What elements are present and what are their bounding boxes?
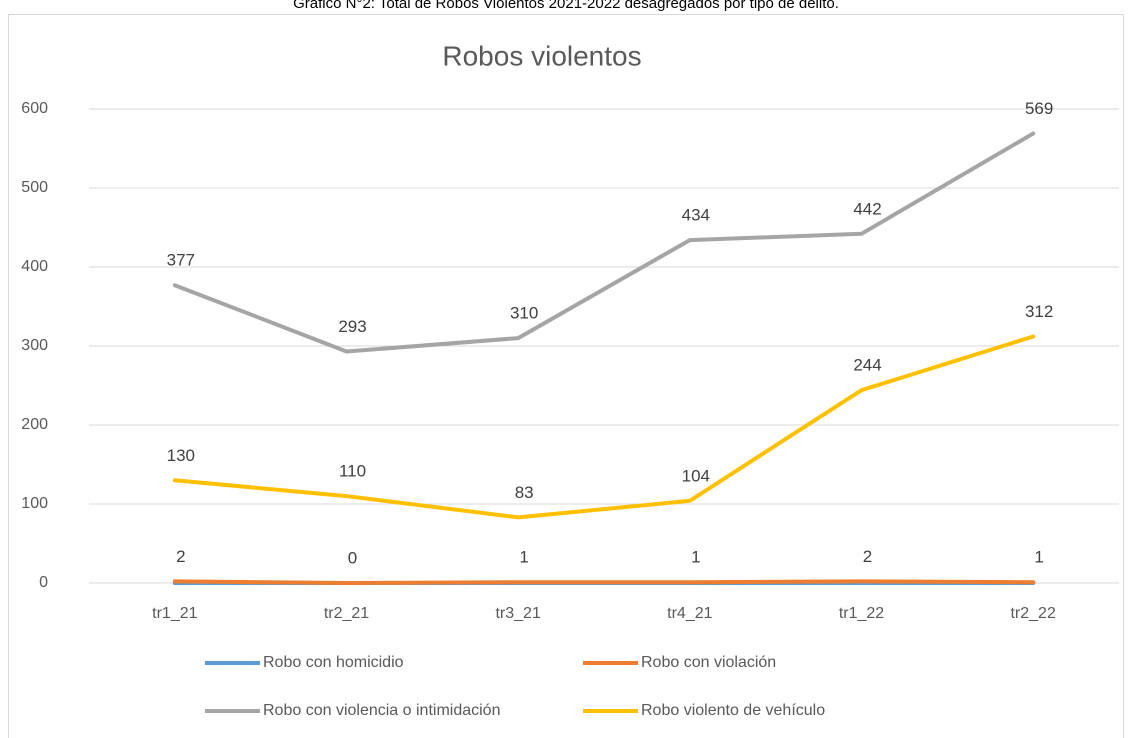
x-tick-label: tr1_21 <box>152 605 197 622</box>
legend-label: Robo violento de vehículo <box>641 702 825 719</box>
data-label: 0 <box>348 548 357 567</box>
data-label: 293 <box>338 317 366 336</box>
x-tick-label: tr4_21 <box>667 605 712 622</box>
data-label: 110 <box>339 462 366 481</box>
data-label: 2 <box>176 547 185 566</box>
x-tick-label: tr2_22 <box>1010 605 1055 622</box>
chart-title: Robos violentos <box>442 40 641 71</box>
y-tick-label: 100 <box>21 495 48 512</box>
data-label: 244 <box>853 356 881 375</box>
data-label: 442 <box>853 199 881 218</box>
legend-label: Robo con violación <box>641 654 776 671</box>
data-label: 377 <box>167 251 195 270</box>
data-label: 310 <box>510 304 538 323</box>
y-tick-label: 0 <box>39 574 48 591</box>
data-label: 569 <box>1025 99 1053 118</box>
data-label: 83 <box>515 483 534 502</box>
data-label: 434 <box>682 206 710 225</box>
data-label: 1 <box>1034 548 1043 567</box>
series-line <box>172 334 1036 520</box>
y-tick-label: 500 <box>21 179 48 196</box>
y-tick-label: 600 <box>21 100 48 117</box>
data-label: 130 <box>167 446 195 465</box>
x-tick-label: tr1_22 <box>839 605 884 622</box>
series-line <box>172 131 1036 354</box>
data-label: 312 <box>1025 302 1053 321</box>
data-label: 2 <box>863 547 872 566</box>
caption: Gráfico N°2: Total de Robos Violentos 20… <box>293 0 839 12</box>
legend-label: Robo con homicidio <box>263 654 404 671</box>
chart-border <box>8 14 1124 738</box>
series-line <box>172 579 1036 585</box>
y-tick-label: 200 <box>21 416 48 433</box>
data-label: 1 <box>519 548 528 567</box>
data-label: 1 <box>691 548 700 567</box>
y-tick-label: 300 <box>21 337 48 354</box>
data-label: 104 <box>682 466 710 485</box>
y-tick-label: 400 <box>21 258 48 275</box>
legend-label: Robo con violencia o intimidación <box>263 702 500 719</box>
x-tick-label: tr3_21 <box>495 605 540 622</box>
x-tick-label: tr2_21 <box>324 605 369 622</box>
